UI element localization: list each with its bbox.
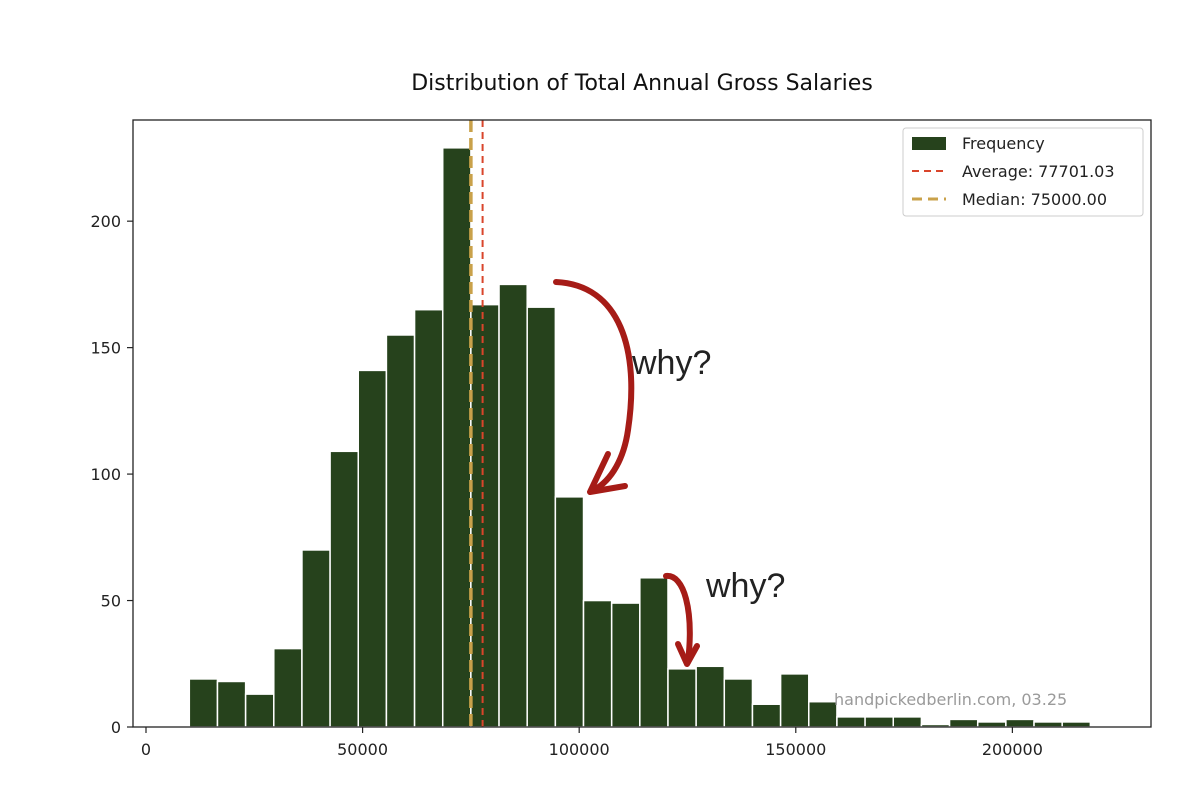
histogram-bar <box>779 673 810 728</box>
histogram-bar <box>1005 718 1035 728</box>
legend-box <box>902 127 1144 217</box>
histogram-bar <box>413 308 444 728</box>
x-tick-label: 50000 <box>337 740 388 759</box>
histogram-bar <box>667 668 697 728</box>
y-tick-label: 50 <box>101 592 121 611</box>
histogram-bar <box>470 303 500 728</box>
histogram-bar <box>441 147 472 728</box>
legend-swatch-frequency <box>912 137 946 150</box>
curved-arrow-2 <box>663 573 693 665</box>
y-tick-label: 150 <box>90 339 121 358</box>
annotation-why-2: why? <box>705 567 785 605</box>
histogram-bar <box>188 678 219 728</box>
y-axis-ticks: 0 50 100 150 200 <box>90 212 133 737</box>
histogram-bar <box>385 334 416 728</box>
histogram-bar <box>498 283 528 728</box>
watermark: handpickedberlin.com, 03.25 <box>834 690 1067 709</box>
x-tick-label: 150000 <box>765 740 826 759</box>
histogram-bar <box>976 721 1007 728</box>
annotation-group: why? why? <box>553 279 785 667</box>
y-tick-label: 0 <box>111 718 121 737</box>
x-tick-label: 0 <box>141 740 151 759</box>
legend-label-median: Median: 75000.00 <box>962 190 1107 209</box>
x-tick-label: 200000 <box>982 740 1043 759</box>
histogram-bar <box>554 496 585 728</box>
histogram-bar <box>808 700 838 728</box>
histogram-bar <box>723 678 754 728</box>
histogram-bar <box>610 602 641 728</box>
histogram-bar <box>836 716 866 728</box>
legend-label-average: Average: 77701.03 <box>962 162 1115 181</box>
histogram-bar <box>695 665 726 728</box>
histogram-bar <box>357 369 388 728</box>
histogram-bar <box>582 599 613 728</box>
histogram-bar <box>273 647 303 728</box>
arrowhead-2 <box>675 641 700 667</box>
reference-lines <box>469 120 484 727</box>
chart-title: Distribution of Total Annual Gross Salar… <box>411 71 873 96</box>
bars-group <box>188 147 1092 728</box>
annotation-why-1: why? <box>631 344 711 382</box>
arrowhead-1 <box>587 451 628 495</box>
y-tick-label: 200 <box>90 212 121 231</box>
histogram-bar <box>216 680 247 728</box>
histogram-bar <box>751 703 782 728</box>
histogram-bar <box>948 718 979 728</box>
histogram-bar <box>526 306 557 728</box>
curved-arrow-1 <box>553 279 635 493</box>
plot-frame <box>132 119 1152 728</box>
histogram-bar <box>301 549 331 728</box>
legend: Frequency Average: 77701.03 Median: 7500… <box>902 127 1144 217</box>
x-tick-label: 100000 <box>549 740 610 759</box>
histogram-bar <box>864 716 895 728</box>
legend-label-frequency: Frequency <box>962 134 1045 153</box>
x-axis-ticks: 0 50000 100000 150000 200000 <box>141 727 1043 759</box>
histogram-bar <box>1061 721 1092 728</box>
y-tick-label: 100 <box>90 465 121 484</box>
histogram-bar <box>1033 721 1063 728</box>
histogram-bar <box>639 577 669 728</box>
histogram-bar <box>329 450 360 728</box>
histogram-bar <box>892 716 923 728</box>
histogram-bar <box>244 693 275 728</box>
